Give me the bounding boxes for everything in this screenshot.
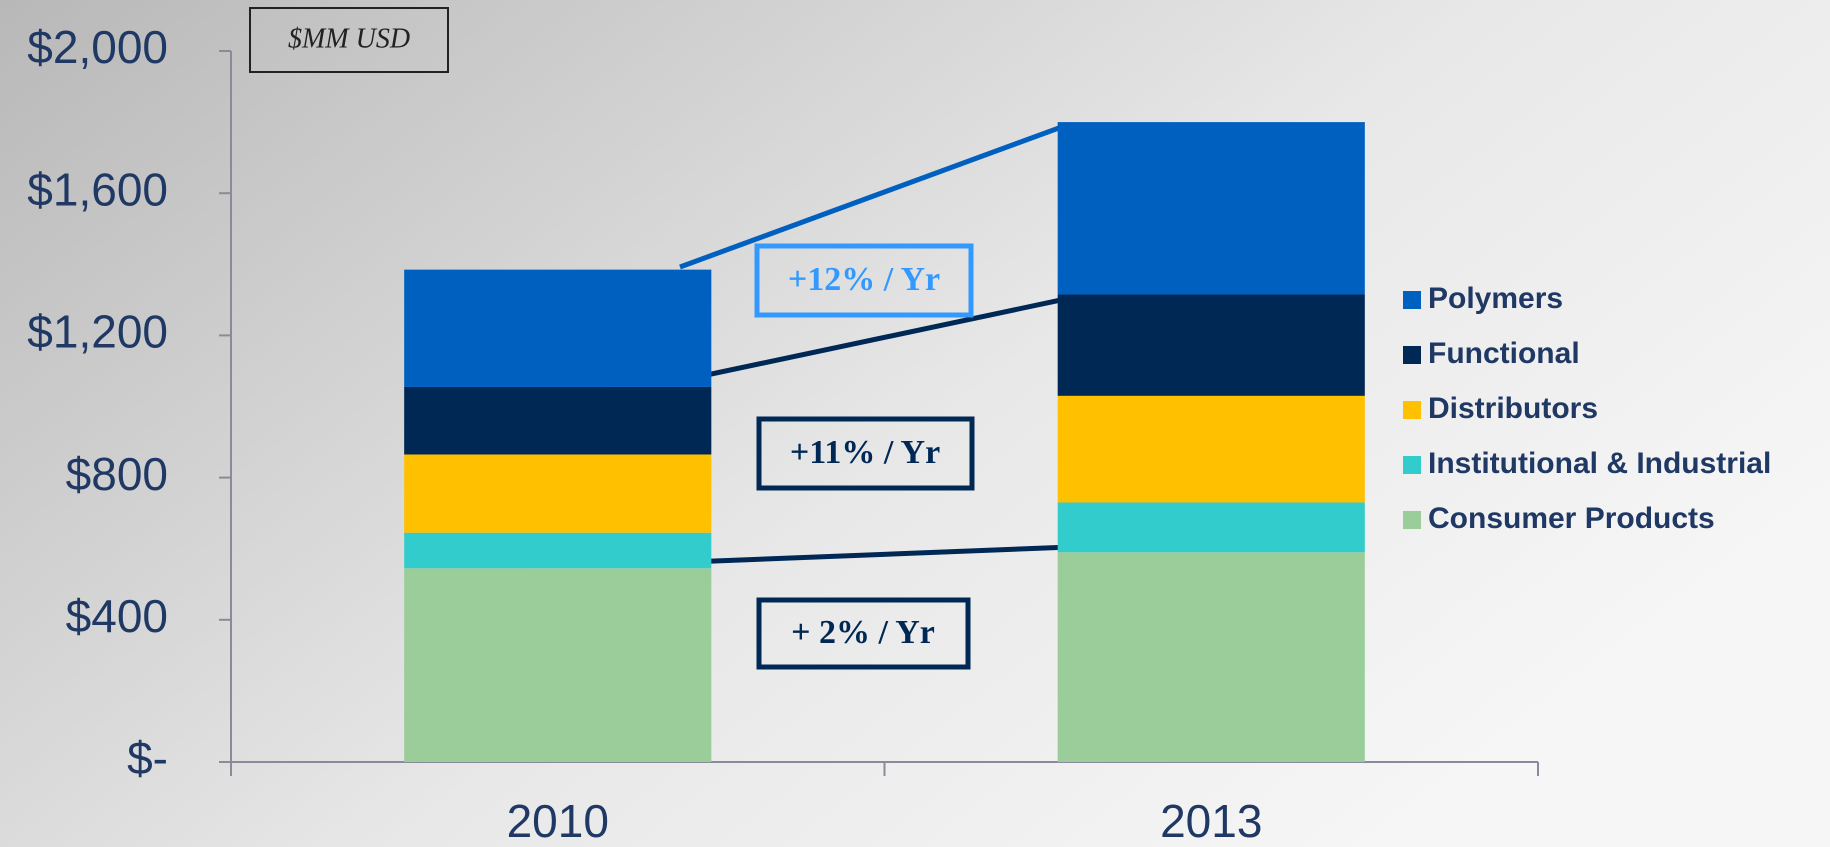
bar-segment — [404, 269, 712, 387]
unit-label: $MM USD — [288, 23, 410, 54]
legend-swatch — [1403, 346, 1421, 364]
bar-segment — [404, 386, 712, 455]
y-tick-label: $2,000 — [27, 21, 168, 73]
x-tick-label: 2010 — [507, 795, 609, 847]
bar-segment — [1057, 395, 1365, 503]
annotation: +11% / Yr — [790, 434, 940, 471]
annotation-box — [754, 243, 974, 318]
legend-label: Functional — [1428, 337, 1580, 370]
legend-swatch — [1403, 456, 1421, 474]
legend-label: Institutional & Industrial — [1428, 447, 1771, 480]
y-tick-label: $1,200 — [27, 306, 168, 358]
annotation: + 2% / Yr — [791, 614, 935, 651]
annotation: +12% / Yr — [788, 261, 940, 298]
legend-swatch — [1403, 511, 1421, 529]
bar-segment — [404, 532, 712, 569]
bar-segment — [404, 454, 712, 533]
y-tick-label: $400 — [66, 590, 168, 642]
bar-segment — [404, 568, 712, 762]
legend-swatch — [1403, 401, 1421, 419]
annotation-box — [756, 597, 971, 670]
annotation-box — [756, 416, 975, 491]
connector — [679, 122, 1068, 270]
legend-label: Polymers — [1428, 282, 1563, 315]
connector — [668, 294, 1076, 386]
x-tick-label: 2013 — [1160, 795, 1262, 847]
legend-label: Distributors — [1428, 392, 1598, 425]
y-tick-label: $1,600 — [27, 163, 168, 215]
bar-segment — [1057, 294, 1365, 396]
connector — [688, 544, 1072, 565]
y-tick-label: $800 — [66, 448, 168, 500]
bar-segment — [1057, 552, 1365, 762]
legend-swatch — [1403, 291, 1421, 309]
unit-box — [249, 7, 449, 73]
legend-label: Consumer Products — [1428, 502, 1715, 535]
bar-segment — [1057, 502, 1365, 553]
y-tick-label: $- — [127, 732, 168, 784]
bar-segment — [1057, 122, 1365, 295]
